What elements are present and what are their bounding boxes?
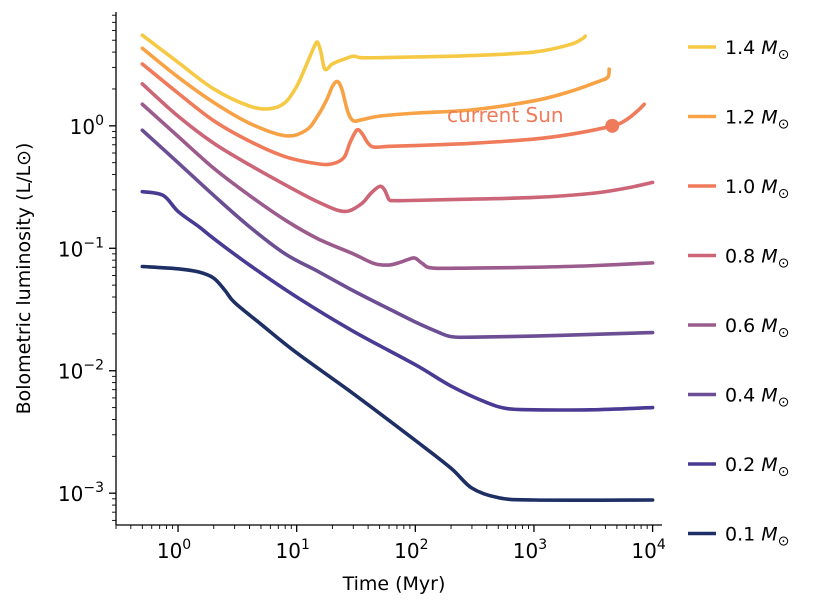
x-axis-title: Time (Myr) [342,573,446,595]
legend-label: 0.8 M⊙ [725,246,789,272]
legend-label: 0.2 M⊙ [725,454,789,480]
series-line-1-0-msun [140,62,647,167]
y-axis-title: Bolometric luminosity (L/L⊙) [13,143,35,415]
series-line-0-8-msun [140,82,655,214]
legend-label: 0.6 M⊙ [725,315,789,341]
legend: 1.4 M⊙ 1.2 M⊙ 1.0 M⊙ 0.8 M⊙ 0.6 M⊙ 0.4 M⊙ 0.2 … [688,37,789,550]
legend-entry-0-1-msun: 0.1 M⊙ [688,524,789,550]
series-line-0-4-msun [140,128,655,340]
legend-entry-1-2-msun: 1.2 M⊙ [688,107,789,133]
y-tick-label: 10−1 [58,235,104,261]
x-tick-label: 104 [631,537,665,563]
y-tick-label: 10−3 [58,480,104,506]
series-line-0-6-msun [140,102,655,271]
legend-entry-0-8-msun: 0.8 M⊙ [688,246,789,272]
y-tick-label: 100 [70,113,104,139]
legend-label: 1.4 M⊙ [725,37,789,63]
x-tick-label: 101 [275,537,309,563]
annotation-layer: current Sun [447,103,620,133]
legend-entry-0-4-msun: 0.4 M⊙ [688,385,789,411]
legend-label: 1.2 M⊙ [725,107,789,133]
legend-entry-0-2-msun: 0.2 M⊙ [688,454,789,480]
x-tick-label: 100 [157,537,191,563]
legend-entry-0-6-msun: 0.6 M⊙ [688,315,789,341]
legend-entry-1-0-msun: 1.0 M⊙ [688,176,789,202]
y-tick-label: 10−2 [58,358,104,384]
legend-label: 0.1 M⊙ [725,524,789,550]
axes: 100 101 102 103 104 10−3 10−2 10−1 100 [58,12,666,563]
x-tick-label: 103 [513,537,547,563]
current-sun-marker [605,118,620,133]
series-layer [140,33,655,502]
series-line-1-2-msun [140,46,611,138]
current-sun-label: current Sun [447,103,564,127]
series-line-0-1-msun [140,264,655,502]
series-line-1-4-msun [140,33,587,111]
legend-label: 1.0 M⊙ [725,176,789,202]
series-line-0-2-msun [140,189,655,412]
legend-label: 0.4 M⊙ [725,385,789,411]
y-axis-ticks: 10−3 10−2 10−1 100 [58,14,116,521]
x-tick-label: 102 [394,537,428,563]
x-axis-ticks: 100 101 102 103 104 [115,525,666,563]
legend-entry-1-4-msun: 1.4 M⊙ [688,37,789,63]
